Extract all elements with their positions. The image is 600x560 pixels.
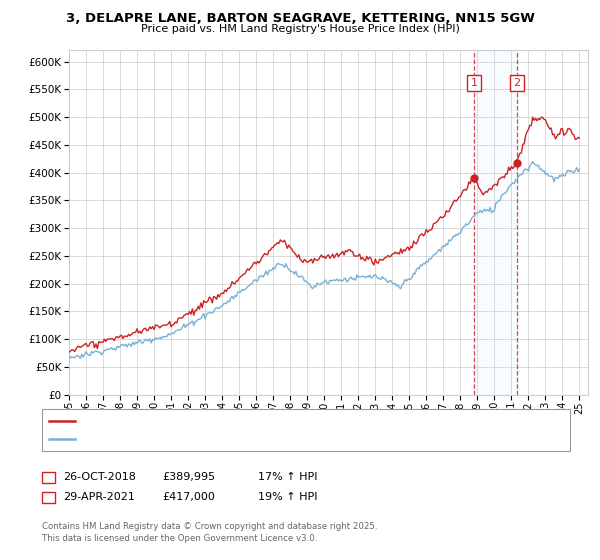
- Text: 1: 1: [471, 78, 478, 88]
- Text: 3, DELAPRE LANE, BARTON SEAGRAVE, KETTERING, NN15 5GW: 3, DELAPRE LANE, BARTON SEAGRAVE, KETTER…: [65, 12, 535, 25]
- Bar: [475, 50, 517, 395]
- Text: £389,995: £389,995: [162, 472, 215, 482]
- Text: 19% ↑ HPI: 19% ↑ HPI: [258, 492, 317, 502]
- Text: 26-OCT-2018: 26-OCT-2018: [63, 472, 136, 482]
- Text: 29-APR-2021: 29-APR-2021: [63, 492, 135, 502]
- Text: 2: 2: [514, 78, 521, 88]
- Text: 17% ↑ HPI: 17% ↑ HPI: [258, 472, 317, 482]
- Text: Contains HM Land Registry data © Crown copyright and database right 2025.
This d: Contains HM Land Registry data © Crown c…: [42, 522, 377, 543]
- Text: 3, DELAPRE LANE, BARTON SEAGRAVE, KETTERING, NN15 5GW (detached house): 3, DELAPRE LANE, BARTON SEAGRAVE, KETTER…: [81, 416, 466, 425]
- Text: 1: 1: [45, 472, 52, 482]
- Text: £417,000: £417,000: [162, 492, 215, 502]
- Text: HPI: Average price, detached house, North Northamptonshire: HPI: Average price, detached house, Nort…: [81, 435, 373, 444]
- Text: 2: 2: [45, 492, 52, 502]
- Text: Price paid vs. HM Land Registry's House Price Index (HPI): Price paid vs. HM Land Registry's House …: [140, 24, 460, 34]
